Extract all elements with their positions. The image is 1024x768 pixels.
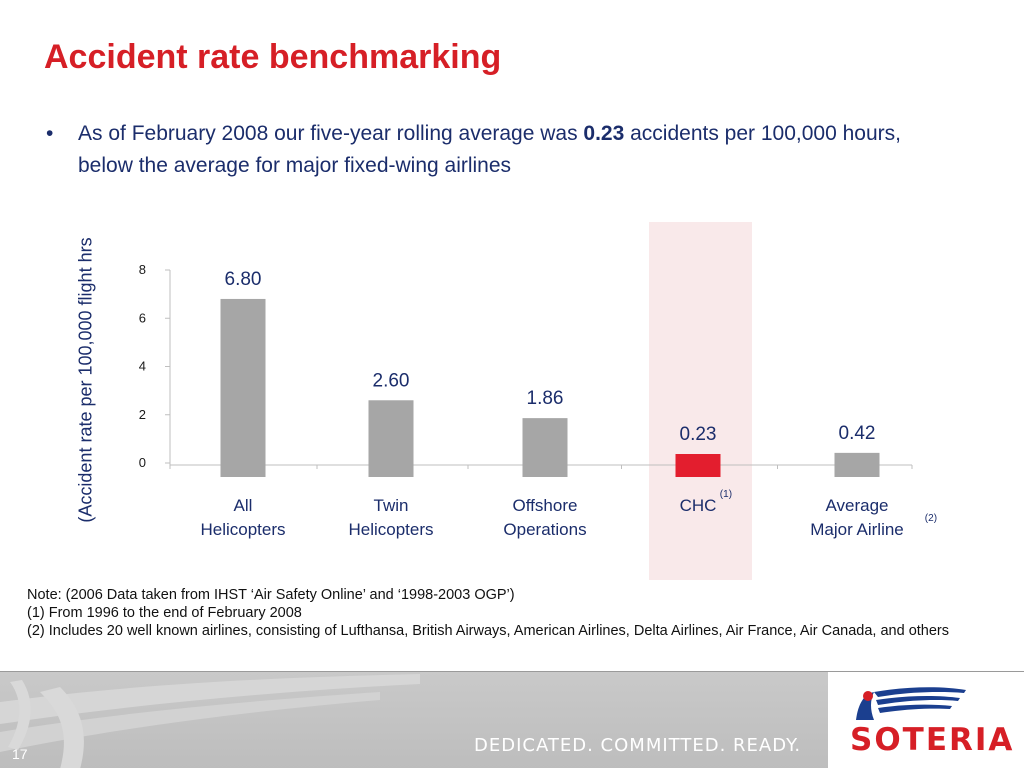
footer-bar: 17 DEDICATED. COMMITTED. READY. SOTERIA: [0, 671, 1024, 768]
bar: [834, 452, 880, 477]
category-label: Average: [825, 496, 888, 515]
bar: [368, 400, 414, 477]
note-source: Note: (2006 Data taken from IHST ‘Air Sa…: [27, 587, 515, 603]
y-tick-label: 0: [139, 455, 146, 470]
category-label: Twin: [374, 496, 409, 515]
bar-chart: 0 2 4 6 8 6.80 All Helicopters 2.60 Twin Helicopte…: [139, 262, 937, 539]
tagline: DEDICATED. COMMITTED. READY.: [474, 735, 802, 756]
bullet-text: As of February 2008 our five-year rollin…: [78, 118, 938, 182]
bullet-dot: •: [46, 122, 54, 145]
category-label: CHC: [680, 496, 717, 515]
bullet-highlight-value: 0.23: [583, 122, 625, 145]
y-tick-label: 6: [139, 310, 146, 325]
chc-highlight-band: [649, 222, 752, 580]
data-label: 2.60: [373, 370, 410, 391]
category-footnote-marker: (1): [720, 489, 732, 500]
slide-title: Accident rate benchmarking: [44, 38, 502, 76]
data-label: 1.86: [527, 388, 564, 409]
note-1: (1) From 1996 to the end of February 200…: [27, 605, 302, 621]
page-number: 17: [12, 746, 28, 762]
note-2: (2) Includes 20 well known airlines, con…: [27, 623, 949, 639]
laurel-figure-watermark-icon: [0, 674, 420, 768]
data-label: 6.80: [225, 269, 262, 290]
data-label: 0.23: [680, 424, 717, 445]
y-tick-label: 4: [139, 359, 146, 374]
bullet-text-suffix: accidents per 100,000 hours, below the a…: [78, 122, 901, 177]
bullet-text-prefix: As of February 2008 our five-year rollin…: [78, 122, 584, 145]
category-label: Major Airline: [810, 520, 904, 539]
footnotes: Note: (2006 Data taken from IHST ‘Air Sa…: [27, 586, 987, 640]
category-label: Helicopters: [200, 520, 285, 539]
soteria-logo: SOTERIA: [828, 672, 1024, 768]
logo-wordmark: SOTERIA: [850, 722, 1015, 758]
category-label: All: [234, 496, 253, 515]
y-axis-label: (Accident rate per 100,000 flight hrs: [75, 237, 96, 523]
category-label: Offshore: [513, 496, 578, 515]
data-label: 0.42: [839, 423, 876, 444]
y-tick-label: 2: [139, 407, 146, 422]
category-label: Operations: [503, 520, 586, 539]
category-label: Helicopters: [348, 520, 433, 539]
bar: [522, 418, 568, 477]
bar: [220, 298, 266, 477]
category-footnote-marker: (2): [925, 513, 937, 524]
winged-figure-icon: [856, 687, 966, 720]
y-tick-label: 8: [139, 262, 146, 277]
bar: [675, 454, 721, 477]
